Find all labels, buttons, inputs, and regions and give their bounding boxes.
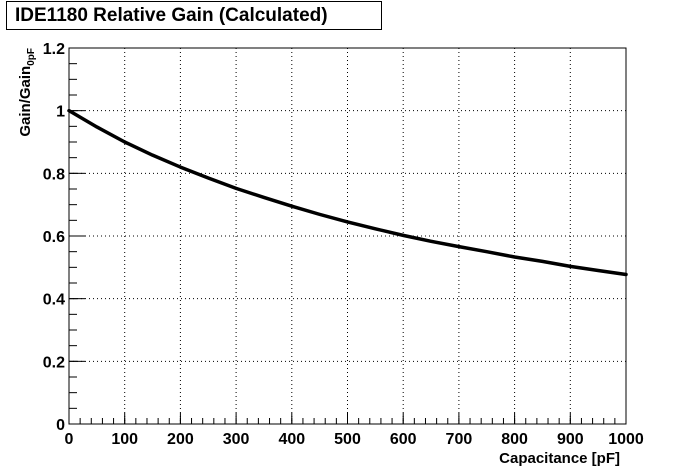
grid-lines	[69, 48, 626, 424]
y-tick-labels: 0 0.2 0.4 0.6 0.8 1 1.2	[43, 41, 65, 434]
y-tick-label: 0.2	[43, 354, 65, 371]
x-tick-label: 900	[557, 431, 584, 448]
y-tick-label: 0.8	[43, 166, 65, 183]
y-axis-label: Gain/Gain0pF	[17, 48, 37, 137]
x-tick-label: 600	[390, 431, 417, 448]
y-tick-label: 1.2	[43, 41, 65, 58]
y-tick-label: 0	[56, 417, 65, 434]
y-tick-label: 0.4	[43, 292, 65, 309]
x-tick-label: 1000	[608, 431, 644, 448]
x-tick-label: 400	[278, 431, 305, 448]
x-tick-label: 200	[167, 431, 194, 448]
y-axis-label-main: Gain/Gain	[17, 66, 34, 137]
y-tick-label: 1	[56, 104, 65, 121]
series-line	[67, 108, 628, 277]
x-tick-label: 500	[334, 431, 361, 448]
x-tick-label: 0	[65, 431, 74, 448]
x-tick-label: 700	[446, 431, 473, 448]
x-tick-labels: 0 100 200 300 400 500 600 700 800 900 1000	[65, 431, 644, 448]
y-axis-label-subscript: 0pF	[26, 48, 37, 66]
x-tick-label: 800	[501, 431, 528, 448]
axis-ticks	[68, 47, 627, 425]
x-tick-label: 300	[223, 431, 250, 448]
chart-title: IDE1180 Relative Gain (Calculated)	[6, 1, 382, 30]
x-axis-label: Capacitance [pF]	[499, 450, 620, 467]
x-tick-label: 100	[111, 431, 138, 448]
y-tick-label: 0.6	[43, 229, 65, 246]
